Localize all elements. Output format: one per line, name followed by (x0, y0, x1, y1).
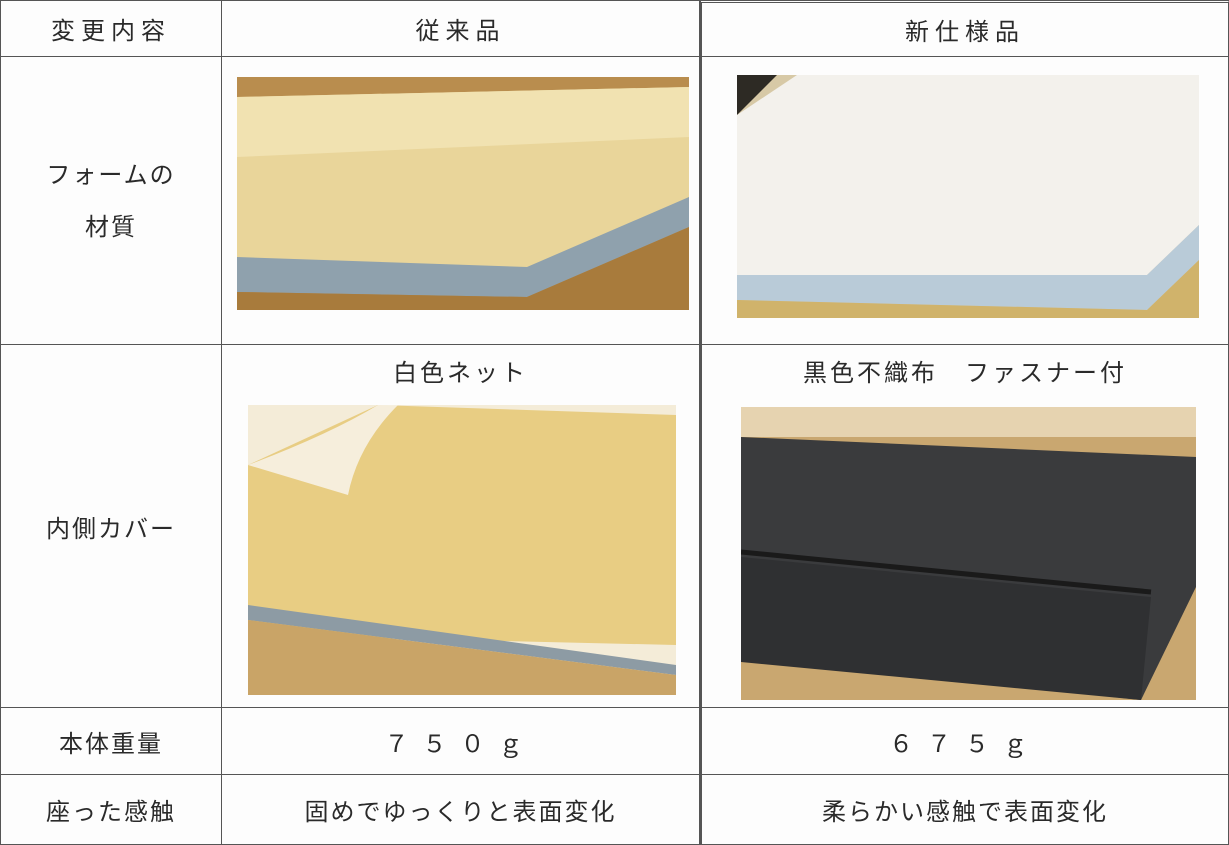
old-foam-photo (237, 77, 689, 310)
value-text: ６７５ｇ (889, 729, 1041, 758)
row-label: 座った感触 (0, 775, 222, 845)
row-label: フォームの 材質 (0, 57, 222, 345)
white-net-photo (248, 405, 676, 695)
header-text: 従来品 (415, 17, 506, 45)
black-cover-photo (741, 407, 1196, 700)
value-text: 柔らかい感触で表面変化 (822, 798, 1108, 826)
header-cell: 変更内容 (0, 0, 222, 57)
label-text: 座った感触 (46, 798, 176, 826)
value-text: 固めでゆっくりと表面変化 (304, 798, 617, 826)
label-line: 材質 (85, 212, 137, 241)
header-cell: 新仕様品 (700, 0, 1229, 57)
label-text: 本体重量 (59, 729, 163, 758)
row-label: 本体重量 (0, 708, 222, 775)
value-cell: ６７５ｇ (700, 708, 1229, 775)
label-line: フォームの (46, 160, 176, 189)
value-cell: ７５０ｇ (222, 708, 700, 775)
caption: 黒色不織布 ファスナー付 (803, 359, 1127, 387)
photo-cell (222, 57, 700, 345)
new-foam-photo (737, 75, 1199, 318)
value-text: ７５０ｇ (384, 729, 537, 758)
header-cell: 従来品 (222, 0, 700, 57)
header-text: 変更内容 (51, 17, 171, 45)
caption: 白色ネット (393, 359, 528, 387)
header-text: 新仕様品 (905, 18, 1025, 46)
label-text: 内側カバー (46, 514, 176, 543)
photo-cell: 黒色不織布 ファスナー付 (700, 345, 1229, 708)
photo-cell: 白色ネット (222, 345, 700, 708)
value-cell: 固めでゆっくりと表面変化 (222, 775, 700, 845)
row-label: 内側カバー (0, 345, 222, 708)
value-cell: 柔らかい感触で表面変化 (700, 775, 1229, 845)
photo-cell (700, 57, 1229, 345)
